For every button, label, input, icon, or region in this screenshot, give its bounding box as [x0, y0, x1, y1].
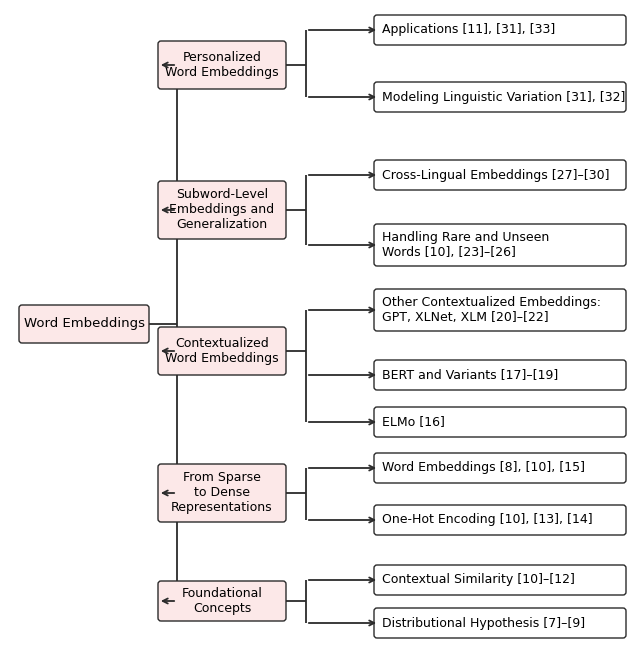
Text: Foundational
Concepts: Foundational Concepts [182, 587, 262, 615]
Text: Distributional Hypothesis [7]–[9]: Distributional Hypothesis [7]–[9] [382, 617, 585, 630]
FancyBboxPatch shape [374, 608, 626, 638]
FancyBboxPatch shape [374, 82, 626, 112]
Text: Applications [11], [31], [33]: Applications [11], [31], [33] [382, 23, 556, 36]
Text: Contextualized
Word Embeddings: Contextualized Word Embeddings [165, 337, 279, 365]
Text: From Sparse
to Dense
Representations: From Sparse to Dense Representations [171, 472, 273, 515]
Text: Subword-Level
Embeddings and
Generalization: Subword-Level Embeddings and Generalizat… [170, 188, 275, 232]
Text: Modeling Linguistic Variation [31], [32]: Modeling Linguistic Variation [31], [32] [382, 90, 625, 103]
FancyBboxPatch shape [374, 224, 626, 266]
FancyBboxPatch shape [374, 505, 626, 535]
FancyBboxPatch shape [374, 565, 626, 595]
Text: Handling Rare and Unseen
Words [10], [23]–[26]: Handling Rare and Unseen Words [10], [23… [382, 231, 549, 259]
Text: One-Hot Encoding [10], [13], [14]: One-Hot Encoding [10], [13], [14] [382, 513, 593, 526]
FancyBboxPatch shape [374, 407, 626, 437]
Text: ELMo [16]: ELMo [16] [382, 415, 445, 428]
Text: Word Embeddings [8], [10], [15]: Word Embeddings [8], [10], [15] [382, 461, 585, 474]
FancyBboxPatch shape [374, 160, 626, 190]
FancyBboxPatch shape [158, 41, 286, 89]
Text: Cross-Lingual Embeddings [27]–[30]: Cross-Lingual Embeddings [27]–[30] [382, 169, 609, 182]
FancyBboxPatch shape [19, 305, 149, 343]
FancyBboxPatch shape [158, 581, 286, 621]
FancyBboxPatch shape [374, 289, 626, 331]
Text: Contextual Similarity [10]–[12]: Contextual Similarity [10]–[12] [382, 574, 575, 587]
Text: Word Embeddings: Word Embeddings [24, 317, 145, 330]
Text: BERT and Variants [17]–[19]: BERT and Variants [17]–[19] [382, 369, 558, 382]
FancyBboxPatch shape [158, 181, 286, 239]
Text: Other Contextualized Embeddings:
GPT, XLNet, XLM [20]–[22]: Other Contextualized Embeddings: GPT, XL… [382, 296, 601, 324]
FancyBboxPatch shape [158, 327, 286, 375]
FancyBboxPatch shape [374, 15, 626, 45]
Text: Personalized
Word Embeddings: Personalized Word Embeddings [165, 51, 279, 79]
FancyBboxPatch shape [374, 360, 626, 390]
FancyBboxPatch shape [158, 464, 286, 522]
FancyBboxPatch shape [374, 453, 626, 483]
